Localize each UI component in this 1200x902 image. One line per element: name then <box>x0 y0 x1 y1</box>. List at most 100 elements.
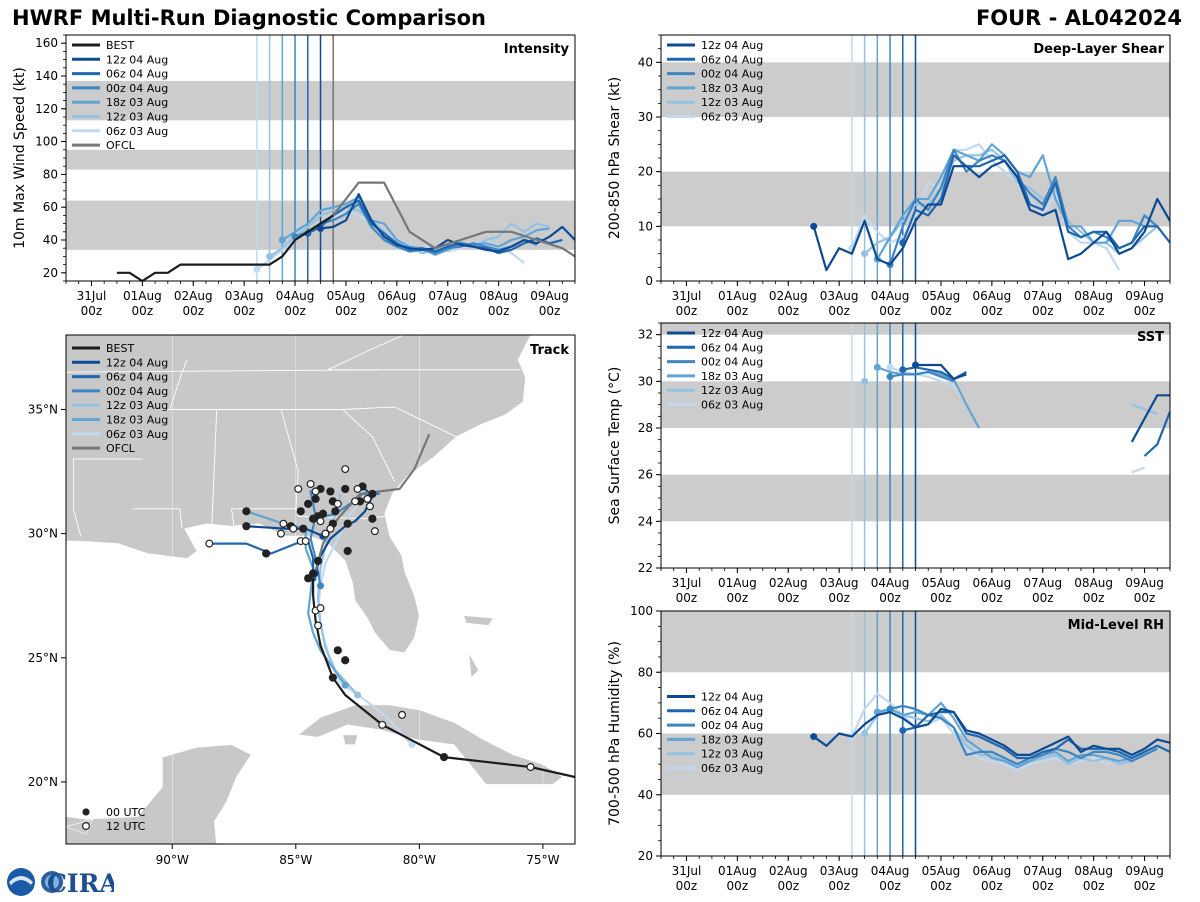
sst-xtick-label: 05Aug <box>922 576 961 590</box>
marker-12utc <box>316 517 325 526</box>
rh-init-point <box>861 730 869 737</box>
rh-init-point <box>899 726 907 734</box>
rh-xtick-label: 09Aug <box>1125 864 1164 878</box>
sst-chart: 22242628303231Jul00z01Aug00z02Aug00z03Au… <box>607 322 1171 605</box>
border-al-ms <box>211 409 218 527</box>
intensity-xtick-label: 05Aug <box>327 289 366 303</box>
sst-xtick-label: 06Aug <box>972 576 1011 590</box>
bahamas-1 <box>463 615 495 626</box>
marker-12utc <box>526 763 535 772</box>
intensity-xtick-sublabel: 00z <box>386 304 408 318</box>
shear-chart: 01020304031Jul00z01Aug00z02Aug00z03Aug00… <box>607 34 1171 318</box>
sst-legend-label: 06z 03 Aug <box>701 399 763 412</box>
intensity-xtick-sublabel: 00z <box>437 304 459 318</box>
marker-12utc <box>205 539 214 548</box>
shear-xtick-label: 04Aug <box>871 289 910 303</box>
sst-xtick-sublabel: 00z <box>676 591 698 605</box>
logo-text: CIRA <box>47 869 114 898</box>
shear-xtick-sublabel: 00z <box>1083 304 1105 318</box>
shear-xtick-sublabel: 00z <box>1134 304 1156 318</box>
north-america <box>66 335 532 654</box>
shear-xtick-label: 06Aug <box>972 289 1011 303</box>
shear-xtick-sublabel: 00z <box>1032 304 1054 318</box>
sst-xtick-sublabel: 00z <box>777 591 799 605</box>
marker-00utc <box>308 514 318 523</box>
sst-series-line <box>1131 466 1145 474</box>
intensity-xtick-label: 09Aug <box>530 289 569 303</box>
rh-ytick-label: 80 <box>638 665 653 679</box>
rh-series-line <box>877 701 1145 769</box>
rh-xtick-sublabel: 00z <box>828 879 850 893</box>
marker-00utc <box>313 556 323 566</box>
marker-00utc <box>242 522 251 531</box>
rh-series-line <box>850 692 1120 772</box>
track-legend-label: 12z 04 Aug <box>106 356 168 369</box>
rh-legend-label: 06z 03 Aug <box>701 762 763 775</box>
sst-xtick-sublabel: 00z <box>930 591 952 605</box>
sst-xtick-label: 03Aug <box>820 576 859 590</box>
intensity-legend-label: 06z 04 Aug <box>106 68 168 81</box>
shear-xtick-sublabel: 00z <box>930 304 952 318</box>
marker-00utc <box>328 673 337 682</box>
intensity-init-point <box>253 266 261 274</box>
border-ga-sc <box>342 409 396 482</box>
shear-title: Deep-Layer Shear <box>1033 42 1164 57</box>
page-title: HWRF Multi-Run Diagnostic Comparison <box>12 6 487 30</box>
rh-init-point <box>886 705 894 713</box>
sst-init-point <box>886 373 894 381</box>
track-chart: 90°W 85°W 80°W 75°W 20°N 25°N 30°N 35°N Track BES… <box>28 334 576 867</box>
marker-00utc <box>326 487 335 496</box>
rh-xtick-sublabel: 00z <box>1134 879 1156 893</box>
intensity-legend-label: 00z 04 Aug <box>106 82 168 95</box>
intensity-init-point <box>317 225 324 233</box>
marker-12utc <box>314 621 323 630</box>
rh-plot-area <box>661 611 1170 856</box>
intensity-ytick-label: 40 <box>43 233 58 247</box>
marker-00utc <box>311 494 320 503</box>
intensity-xtick-sublabel: 00z <box>539 304 561 318</box>
intensity-series-line <box>281 196 550 256</box>
rh-xtick-label: 07Aug <box>1023 864 1062 878</box>
rh-xtick-sublabel: 00z <box>777 879 799 893</box>
rh-xtick-sublabel: 00z <box>1083 879 1105 893</box>
track-frame <box>65 334 576 845</box>
sst-series-line <box>1131 403 1158 416</box>
intensity-xtick-label: 08Aug <box>479 289 518 303</box>
sst-legend-label: 06z 04 Aug <box>701 341 763 354</box>
shear-ytick-label: 40 <box>638 55 653 69</box>
sst-init-point <box>886 363 894 371</box>
track-title: Track <box>530 343 569 358</box>
storm-id: FOUR - AL042024 <box>975 6 1182 30</box>
lon-tick-label: 80°W <box>403 853 436 867</box>
sst-xtick-sublabel: 00z <box>727 591 749 605</box>
rh-xtick-sublabel: 00z <box>879 879 901 893</box>
shear-xtick-sublabel: 00z <box>879 304 901 318</box>
intensity-legend-label: 12z 03 Aug <box>106 111 168 124</box>
marker-00utc <box>262 549 271 558</box>
rh-legend-label: 06z 04 Aug <box>701 705 763 718</box>
rh-series-line <box>813 707 1170 756</box>
intensity-series-line <box>332 181 575 258</box>
intensity-xtick-label: 01Aug <box>123 289 162 303</box>
marker-12utc <box>311 487 320 496</box>
shear-plot-area <box>661 35 1170 281</box>
marker-12utc <box>289 524 298 533</box>
shear-series-line <box>863 148 1159 255</box>
border-ms-la <box>132 508 183 529</box>
rh-legend-label: 18z 03 Aug <box>701 733 763 746</box>
rh-chart: 2040608010031Jul00z01Aug00z02Aug00z03Aug… <box>607 604 1171 893</box>
rh-xtick-label: 02Aug <box>769 864 808 878</box>
intensity-xtick-label: 31Jul <box>77 289 107 303</box>
marker-00utc <box>308 569 318 578</box>
border-ms-river <box>169 359 188 410</box>
rh-legend-label: 00z 04 Aug <box>701 719 763 732</box>
border-ga-al <box>280 409 299 509</box>
shear-xtick-sublabel: 00z <box>676 304 698 318</box>
rh-ytick-label: 40 <box>638 788 653 802</box>
rh-legend-label: 12z 03 Aug <box>701 748 763 761</box>
intensity-ytick-label: 140 <box>35 69 58 83</box>
sst-ytick-label: 28 <box>638 421 653 435</box>
shear-xtick-label: 08Aug <box>1074 289 1113 303</box>
track-plot-area <box>66 335 575 844</box>
track-legend-label: 00z 04 Aug <box>106 385 168 398</box>
